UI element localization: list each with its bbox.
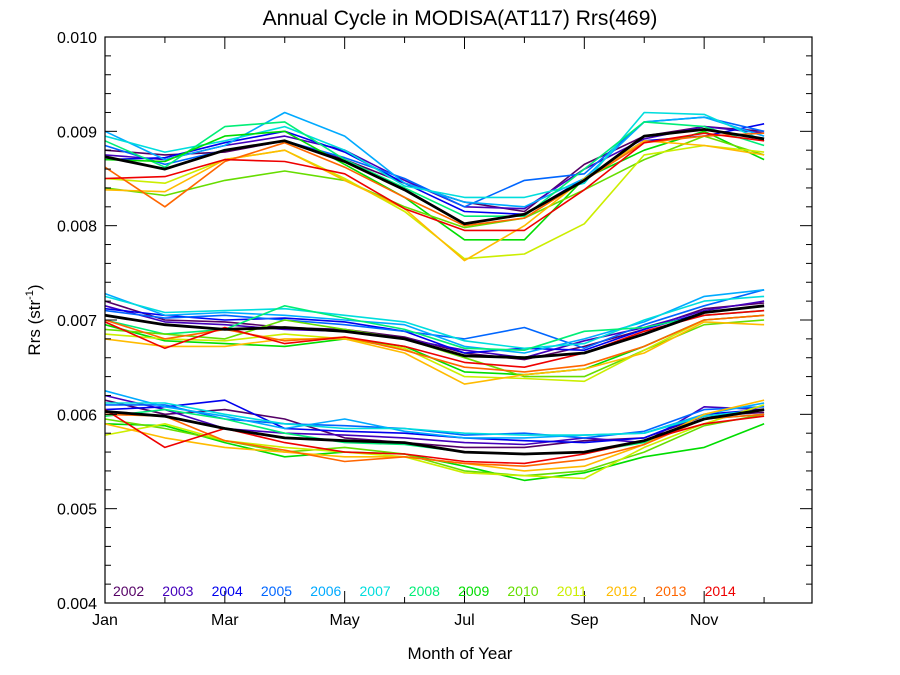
legend: 2002 2003 2004 2005 2006 2007 2008 2009 2010 2011… bbox=[113, 583, 736, 599]
mean-line-group-3 bbox=[104, 408, 765, 456]
series-line-2014-group-1 bbox=[104, 132, 765, 232]
series-line-2004-group-2 bbox=[104, 305, 765, 354]
series-line-2013-group-1 bbox=[104, 132, 765, 227]
y-tick-label: 0.010 bbox=[57, 30, 97, 47]
series-line-2012-group-2 bbox=[104, 321, 765, 385]
y-tick-label: 0.008 bbox=[57, 219, 97, 236]
legend-item-2010: 2010 bbox=[507, 583, 538, 599]
legend-item-2008: 2008 bbox=[409, 583, 440, 599]
chart-title: Annual Cycle in MODISA(AT117) Rrs(469) bbox=[263, 7, 658, 30]
legend-item-2006: 2006 bbox=[310, 583, 341, 599]
legend-item-2003: 2003 bbox=[162, 583, 193, 599]
y-axis-label-main: Rrs (str bbox=[25, 300, 44, 356]
legend-item-2002: 2002 bbox=[113, 583, 144, 599]
legend-item-2014: 2014 bbox=[705, 583, 736, 599]
series-layer bbox=[104, 111, 765, 482]
legend-item-2011: 2011 bbox=[557, 583, 587, 599]
series-line-2010-group-1 bbox=[104, 135, 765, 229]
series-line-2007-group-3 bbox=[105, 402, 765, 436]
axes-layer: Jan Mar May Jul Sep Nov 0.004 0.005 0.006 0.007 0.… bbox=[57, 30, 813, 629]
x-tick-label: Jul bbox=[454, 612, 474, 629]
mean-line-group-2 bbox=[104, 304, 765, 360]
legend-item-2004: 2004 bbox=[212, 583, 243, 599]
mean-line-group-1 bbox=[104, 127, 765, 226]
legend-item-2012: 2012 bbox=[606, 583, 637, 599]
y-axis-label: Rrs (str-1) bbox=[24, 284, 44, 355]
legend-item-2009: 2009 bbox=[458, 583, 489, 599]
series-line-2008-group-1 bbox=[104, 121, 765, 217]
series-line-2009-group-1 bbox=[104, 130, 765, 241]
series-line-2004-group-3 bbox=[104, 399, 765, 444]
series-line-2006-group-1 bbox=[104, 111, 765, 208]
series-line-2014-group-2 bbox=[104, 309, 765, 369]
series-line-2003-group-2 bbox=[104, 300, 765, 359]
series-line-2011-group-2 bbox=[104, 314, 765, 383]
svg-text:Rrs (str-1): Rrs (str-1) bbox=[24, 284, 44, 355]
series-line-2011-group-3 bbox=[104, 404, 765, 480]
series-line-2007-group-1 bbox=[104, 111, 765, 199]
y-axis-label-close: ) bbox=[25, 284, 44, 290]
x-tick-label: Mar bbox=[211, 612, 239, 629]
legend-item-2005: 2005 bbox=[261, 583, 292, 599]
x-tick-label: May bbox=[330, 612, 360, 629]
x-tick-label: Nov bbox=[690, 612, 718, 629]
y-tick-label: 0.009 bbox=[57, 124, 97, 141]
legend-item-2013: 2013 bbox=[655, 583, 686, 599]
y-tick-label: 0.005 bbox=[57, 502, 97, 519]
legend-item-2007: 2007 bbox=[360, 583, 391, 599]
series-line-2007-group-2 bbox=[104, 295, 765, 350]
y-tick-label: 0.007 bbox=[57, 313, 97, 330]
x-tick-label: Jan bbox=[92, 612, 118, 629]
y-axis-label-sup: -1 bbox=[24, 290, 36, 300]
series-line-2012-group-1 bbox=[104, 140, 765, 262]
x-tick-label: Sep bbox=[570, 612, 599, 629]
series-line-2004-group-1 bbox=[104, 123, 765, 216]
y-tick-label: 0.004 bbox=[57, 596, 97, 613]
y-tick-label: 0.006 bbox=[57, 407, 97, 424]
x-axis-label: Month of Year bbox=[408, 644, 513, 663]
series-line-2013-group-3 bbox=[104, 413, 765, 468]
